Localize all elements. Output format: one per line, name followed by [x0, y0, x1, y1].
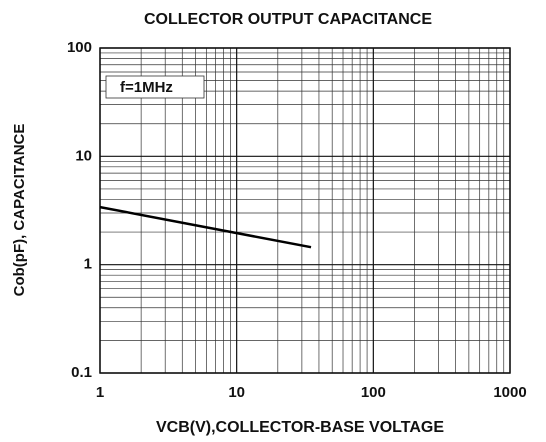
annotation: f=1MHz — [120, 79, 173, 96]
y-tick-label: 10 — [75, 147, 92, 164]
y-tick-label: 100 — [67, 39, 92, 56]
x-tick-label: 100 — [361, 384, 386, 401]
y-axis-label: Cob(pF), CAPACITANCE — [11, 124, 28, 297]
x-axis-label: VCB(V),COLLECTOR-BASE VOLTAGE — [156, 419, 444, 436]
chart-title: COLLECTOR OUTPUT CAPACITANCE — [144, 11, 432, 28]
x-tick-label: 10 — [228, 384, 245, 401]
y-tick-label: 1 — [84, 256, 92, 273]
x-tick-label: 1000 — [493, 384, 526, 401]
annotation-box — [105, 75, 205, 99]
x-tick-label: 1 — [96, 384, 104, 401]
data-line — [99, 205, 312, 249]
plot-frame — [99, 47, 511, 374]
y-tick-label: 0.1 — [71, 364, 92, 381]
